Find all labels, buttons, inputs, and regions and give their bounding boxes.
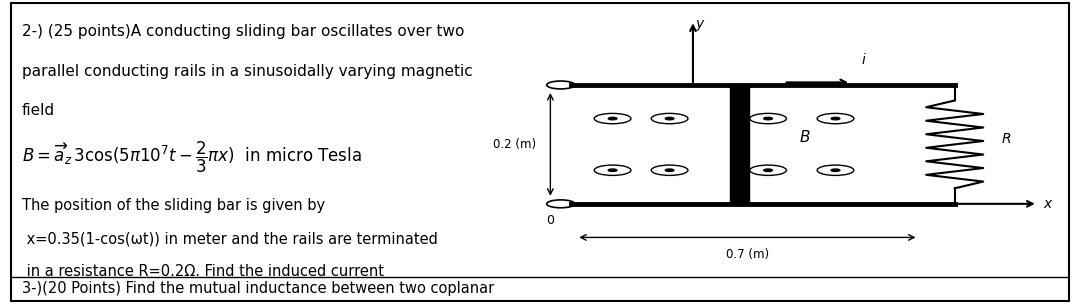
Text: $i$: $i$ — [862, 52, 867, 67]
Text: $B$: $B$ — [798, 129, 810, 145]
Text: x=0.35(1-cos(ωt)) in meter and the rails are terminated: x=0.35(1-cos(ωt)) in meter and the rails… — [22, 231, 437, 246]
Circle shape — [832, 169, 840, 171]
Text: in a resistance R=0.2Ω. Find the induced current: in a resistance R=0.2Ω. Find the induced… — [22, 264, 383, 279]
Circle shape — [764, 117, 772, 120]
Text: $R$: $R$ — [1001, 132, 1012, 146]
Text: The position of the sliding bar is given by: The position of the sliding bar is given… — [22, 198, 325, 212]
Text: 0: 0 — [546, 214, 554, 227]
Text: $x$: $x$ — [1043, 197, 1053, 211]
Circle shape — [764, 169, 772, 171]
Circle shape — [665, 117, 674, 120]
Text: $y$: $y$ — [696, 18, 706, 33]
Text: 3-)(20 Points) Find the mutual inductance between two coplanar: 3-)(20 Points) Find the mutual inductanc… — [22, 281, 494, 296]
Circle shape — [665, 169, 674, 171]
Text: $B = \overrightarrow{a}_z\,3\cos(5\pi10^7t-\dfrac{2}{3}\pi x)$  in micro Tesla: $B = \overrightarrow{a}_z\,3\cos(5\pi10^… — [22, 140, 362, 175]
Text: 0.7 (m): 0.7 (m) — [726, 248, 769, 261]
Text: parallel conducting rails in a sinusoidally varying magnetic: parallel conducting rails in a sinusoida… — [22, 64, 472, 79]
Circle shape — [832, 117, 840, 120]
Text: 0.2 (m): 0.2 (m) — [494, 138, 537, 151]
Text: field: field — [22, 103, 55, 118]
Text: 2-) (25 points)A conducting sliding bar oscillates over two: 2-) (25 points)A conducting sliding bar … — [22, 24, 464, 39]
Circle shape — [608, 169, 617, 171]
Bar — [730, 85, 750, 204]
Circle shape — [608, 117, 617, 120]
